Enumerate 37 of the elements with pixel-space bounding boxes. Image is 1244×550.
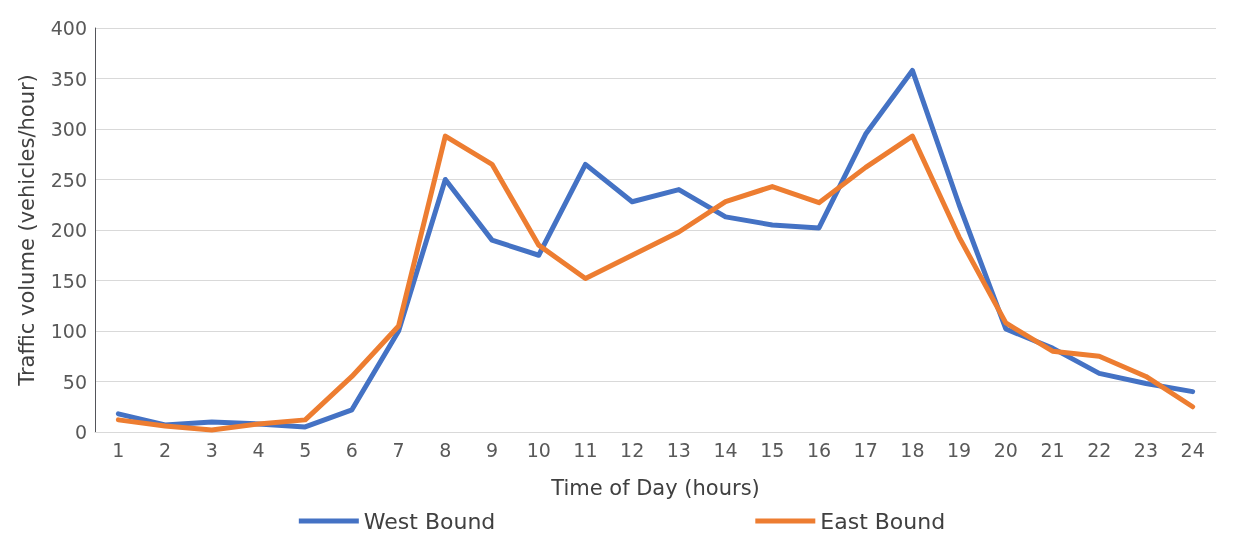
x-tick-label: 19 (947, 438, 972, 461)
legend-label: West Bound (363, 508, 496, 534)
x-tick-label: 15 (760, 438, 785, 461)
x-tick-label: 13 (666, 438, 691, 461)
x-tick-label: 14 (713, 438, 738, 461)
x-tick-label: 22 (1087, 438, 1112, 461)
x-tick-label: 21 (1040, 438, 1065, 461)
x-tick-label: 8 (439, 438, 452, 461)
x-tick-label: 16 (806, 438, 832, 461)
x-tick-label: 18 (900, 438, 925, 461)
y-tick-label: 150 (50, 269, 87, 292)
x-tick-label: 7 (392, 438, 405, 461)
y-tick-label: 0 (74, 421, 87, 443)
x-tick-label: 2 (159, 438, 172, 461)
x-tick-label: 12 (620, 438, 645, 461)
x-axis-title: Time of Day (hours) (550, 475, 760, 500)
x-tick-label: 23 (1133, 438, 1159, 461)
x-tick-label: 1 (112, 438, 125, 461)
legend-label: East Bound (820, 508, 946, 534)
y-tick-label: 200 (50, 219, 87, 241)
x-tick-label: 11 (573, 438, 598, 461)
x-tick-label: 24 (1180, 438, 1205, 461)
y-tick-label: 300 (50, 118, 87, 140)
y-tick-label: 250 (50, 168, 87, 191)
x-tick-label: 20 (993, 438, 1018, 461)
y-tick-label: 400 (50, 17, 87, 39)
x-tick-label: 17 (853, 438, 878, 461)
y-tick-label: 100 (50, 320, 87, 342)
x-tick-label: 5 (299, 438, 312, 461)
y-tick-label: 350 (50, 67, 87, 90)
x-tick-label: 4 (252, 438, 265, 461)
y-tick-label: 50 (62, 370, 87, 393)
x-tick-label: 9 (485, 438, 499, 461)
x-tick-label: 3 (205, 438, 218, 461)
x-tick-label: 6 (345, 438, 358, 461)
y-axis-title: Traffic volume (vehicles/hour) (14, 74, 39, 387)
x-tick-label: 10 (526, 438, 551, 461)
